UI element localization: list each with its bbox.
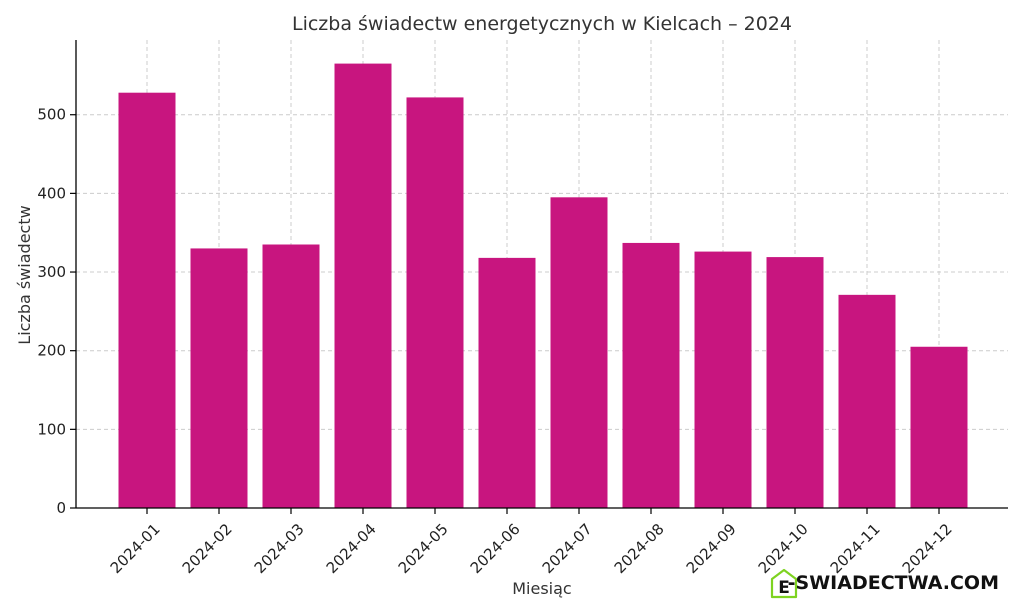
bars <box>118 63 968 509</box>
y-tick-label: 0 <box>56 499 66 517</box>
chart-title: Liczba świadectw energetycznych w Kielca… <box>292 13 792 35</box>
y-tick-label: 200 <box>37 342 66 360</box>
x-tick-label: 2024-07 <box>539 520 596 577</box>
x-tick-label: 2024-10 <box>755 520 812 577</box>
x-tick-label: 2024-04 <box>323 520 380 577</box>
x-tick-label: 2024-03 <box>251 520 308 577</box>
bar-2024-03 <box>262 244 320 508</box>
x-tick-label: 2024-06 <box>467 520 524 577</box>
x-tick-label: 2024-05 <box>395 520 452 577</box>
x-axis-ticks: 2024-01 2024-02 2024-03 2024-04 2024-05 2024-… <box>107 508 956 577</box>
house-e-icon: E <box>770 568 798 599</box>
svg-text:E: E <box>778 578 790 598</box>
y-tick-label: 300 <box>37 263 66 281</box>
y-tick-label: 400 <box>37 184 66 202</box>
bar-2024-12 <box>910 346 968 508</box>
bar-2024-06 <box>478 257 536 508</box>
bar-2024-07 <box>550 197 608 509</box>
x-tick-label: 2024-02 <box>179 520 236 577</box>
y-tick-label: 100 <box>37 420 66 438</box>
x-tick-label: 2024-12 <box>899 520 956 577</box>
bar-2024-10 <box>766 257 824 508</box>
bar-2024-05 <box>406 97 464 508</box>
bar-2024-08 <box>622 242 680 508</box>
x-tick-label: 2024-09 <box>683 520 740 577</box>
y-axis-ticks: 0 100 200 300 400 500 <box>37 106 76 517</box>
y-axis-label: Liczba świadectw <box>15 205 34 344</box>
y-tick-label: 500 <box>37 106 66 124</box>
x-tick-label: 2024-01 <box>107 520 164 577</box>
axes <box>75 40 1008 509</box>
bar-2024-01 <box>118 92 176 508</box>
bar-2024-02 <box>190 248 248 508</box>
x-tick-label: 2024-11 <box>827 520 884 577</box>
bar-2024-11 <box>838 294 896 508</box>
x-axis-label: Miesiąc <box>512 579 571 598</box>
watermark-logo: E -SWIADECTWA.COM <box>770 568 999 599</box>
bar-2024-04 <box>334 63 392 508</box>
watermark-text: -SWIADECTWA.COM <box>788 572 999 594</box>
bar-2024-09 <box>694 251 752 508</box>
x-tick-label: 2024-08 <box>611 520 668 577</box>
